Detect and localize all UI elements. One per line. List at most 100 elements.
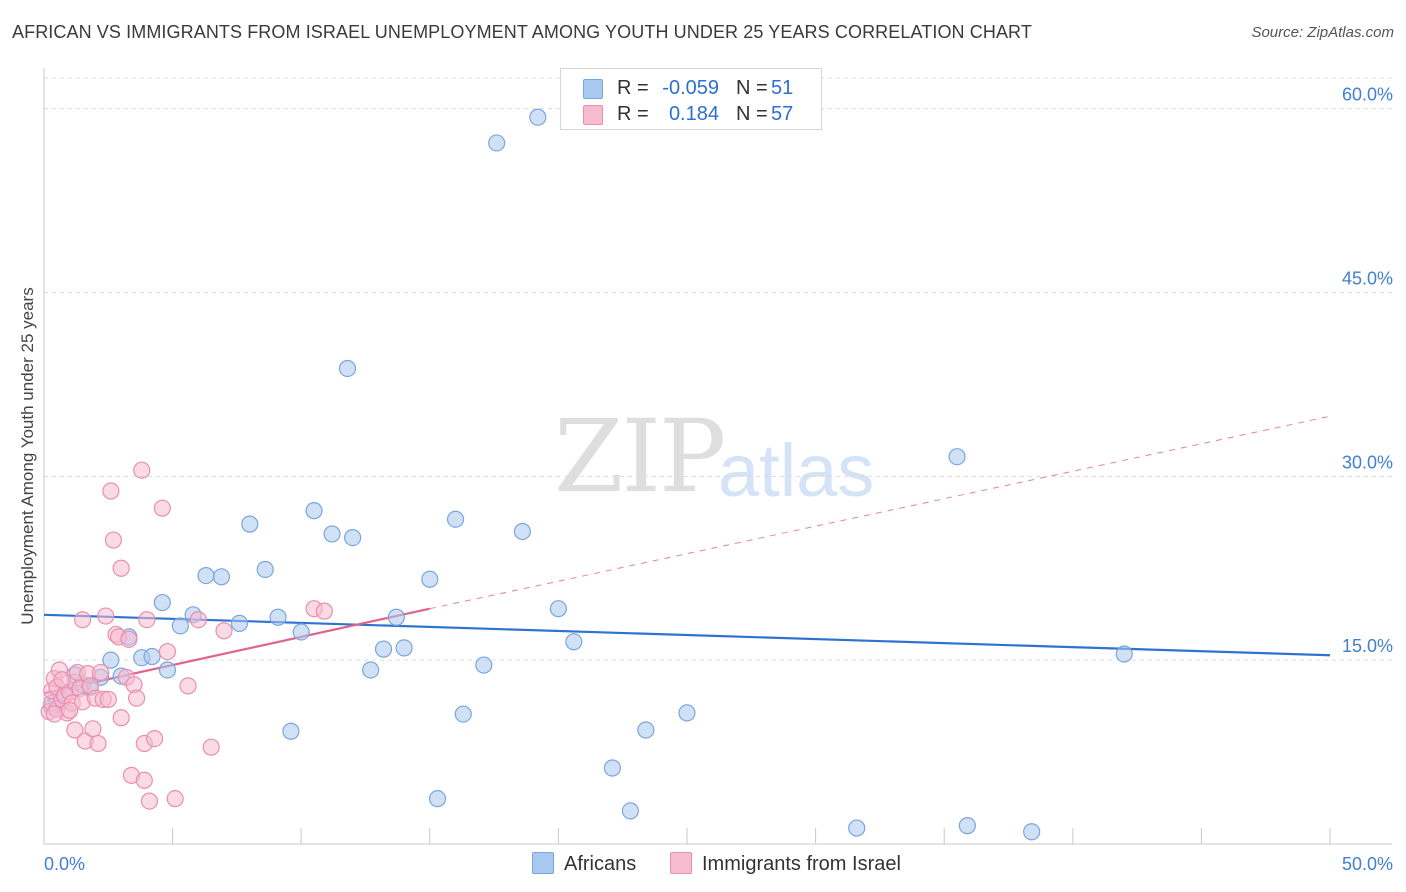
source-label: Source: ZipAtlas.com <box>1251 24 1394 41</box>
israel-point <box>97 607 115 625</box>
africans-point <box>475 656 493 674</box>
africans-point <box>197 566 215 585</box>
legend-row-israel: R = 0.184 N = 57 <box>561 103 821 127</box>
africans-trend-line <box>43 613 1331 657</box>
bottom-legend-africans[interactable]: Africans <box>532 852 636 876</box>
gridlines <box>44 77 1392 661</box>
africans-point <box>153 593 171 612</box>
israel-point <box>73 611 92 629</box>
israel-swatch <box>583 105 603 125</box>
africans-point <box>212 568 231 586</box>
israel-point <box>138 611 156 629</box>
israel-point <box>166 790 184 808</box>
israel-point <box>112 559 130 577</box>
y-tick-label: 45.0% <box>1342 268 1393 288</box>
africans-point <box>454 705 472 723</box>
africans-point <box>678 704 696 722</box>
africans-point <box>143 647 161 666</box>
israel-point <box>66 721 84 739</box>
israel-point <box>45 705 63 723</box>
israel-legend-swatch <box>670 852 692 874</box>
israel-point <box>112 709 130 727</box>
israel-point <box>91 663 110 682</box>
y-tick-label: 60.0% <box>1342 85 1393 105</box>
africans-point <box>344 528 362 547</box>
africans-point <box>621 802 640 820</box>
bottom-legend-israel[interactable]: Immigrants from Israel <box>670 852 901 876</box>
israel-trend-extension <box>429 415 1331 610</box>
israel-point <box>140 792 159 810</box>
watermark-zip: ZIP <box>554 398 726 515</box>
africans-point <box>529 108 547 126</box>
africans-point <box>637 721 655 739</box>
africans-point <box>102 651 120 669</box>
africans-point <box>241 515 259 533</box>
africans-point <box>230 614 249 632</box>
africans-point <box>158 661 177 679</box>
israel-point <box>179 677 197 695</box>
africans-point <box>428 790 447 808</box>
israel-point <box>84 720 102 738</box>
africans-point <box>488 134 506 152</box>
n-label: N = <box>736 103 768 125</box>
israel-point <box>202 738 220 756</box>
africans-point <box>1023 823 1041 841</box>
africans-point <box>305 502 323 520</box>
africans-n-value: 51 <box>771 77 794 99</box>
israel-point <box>145 729 164 748</box>
africans-point <box>362 661 380 679</box>
legend-row-africans: R = -0.059 N = 51 <box>561 77 821 101</box>
israel-point <box>102 482 120 500</box>
israel-point <box>189 611 207 629</box>
x-tick-label-max: 50.0% <box>1342 854 1393 874</box>
africans-point <box>513 522 531 541</box>
israel-legend-label: Immigrants from Israel <box>702 853 901 875</box>
israel-r-value: 0.184 <box>668 103 719 125</box>
israel-point <box>53 671 71 689</box>
africans-point <box>421 570 439 588</box>
africans-point <box>269 608 287 626</box>
africans-point <box>171 617 189 635</box>
israel-point <box>127 689 146 707</box>
israel-point <box>158 642 177 661</box>
israel-point <box>215 622 233 640</box>
n-label: N = <box>736 77 768 99</box>
chart-title: AFRICAN VS IMMIGRANTS FROM ISRAEL UNEMPL… <box>12 22 1032 42</box>
y-axis-label: Unemployment Among Youth under 25 years <box>18 287 37 624</box>
r-label: R = <box>617 77 649 99</box>
africans-legend-label: Africans <box>564 853 637 875</box>
israel-point <box>135 771 153 789</box>
africans-point <box>446 510 465 528</box>
axes <box>43 68 1392 845</box>
axis-labels: 15.0% 30.0% 45.0% 60.0% 0.0% 50.0% Unemploymen… <box>18 85 1393 874</box>
africans-point <box>958 817 976 835</box>
israel-point <box>120 630 138 648</box>
x-tick-label-min: 0.0% <box>44 854 85 874</box>
africans-point <box>282 722 300 740</box>
israel-point <box>104 531 123 549</box>
africans-point <box>256 560 274 579</box>
africans-point <box>848 819 866 837</box>
africans-point <box>549 600 568 618</box>
africans-point <box>948 448 966 466</box>
africans-point <box>338 359 357 378</box>
africans-swatch <box>583 79 603 99</box>
africans-r-value: -0.059 <box>662 77 719 99</box>
israel-n-value: 57 <box>771 103 794 125</box>
israel-point <box>61 701 79 720</box>
r-label: R = <box>617 103 649 125</box>
israel-point <box>133 461 151 479</box>
israel-point <box>153 499 171 517</box>
africans-point <box>387 608 405 626</box>
watermark-atlas: atlas <box>718 429 875 512</box>
trend-lines <box>43 415 1331 695</box>
y-tick-label: 30.0% <box>1342 452 1393 472</box>
africans-point <box>374 640 393 658</box>
israel-point <box>315 602 333 620</box>
data-points <box>40 108 1133 841</box>
africans-point <box>292 623 310 641</box>
africans-point <box>395 639 413 657</box>
israel-point <box>99 690 117 708</box>
africans-point <box>323 525 341 543</box>
